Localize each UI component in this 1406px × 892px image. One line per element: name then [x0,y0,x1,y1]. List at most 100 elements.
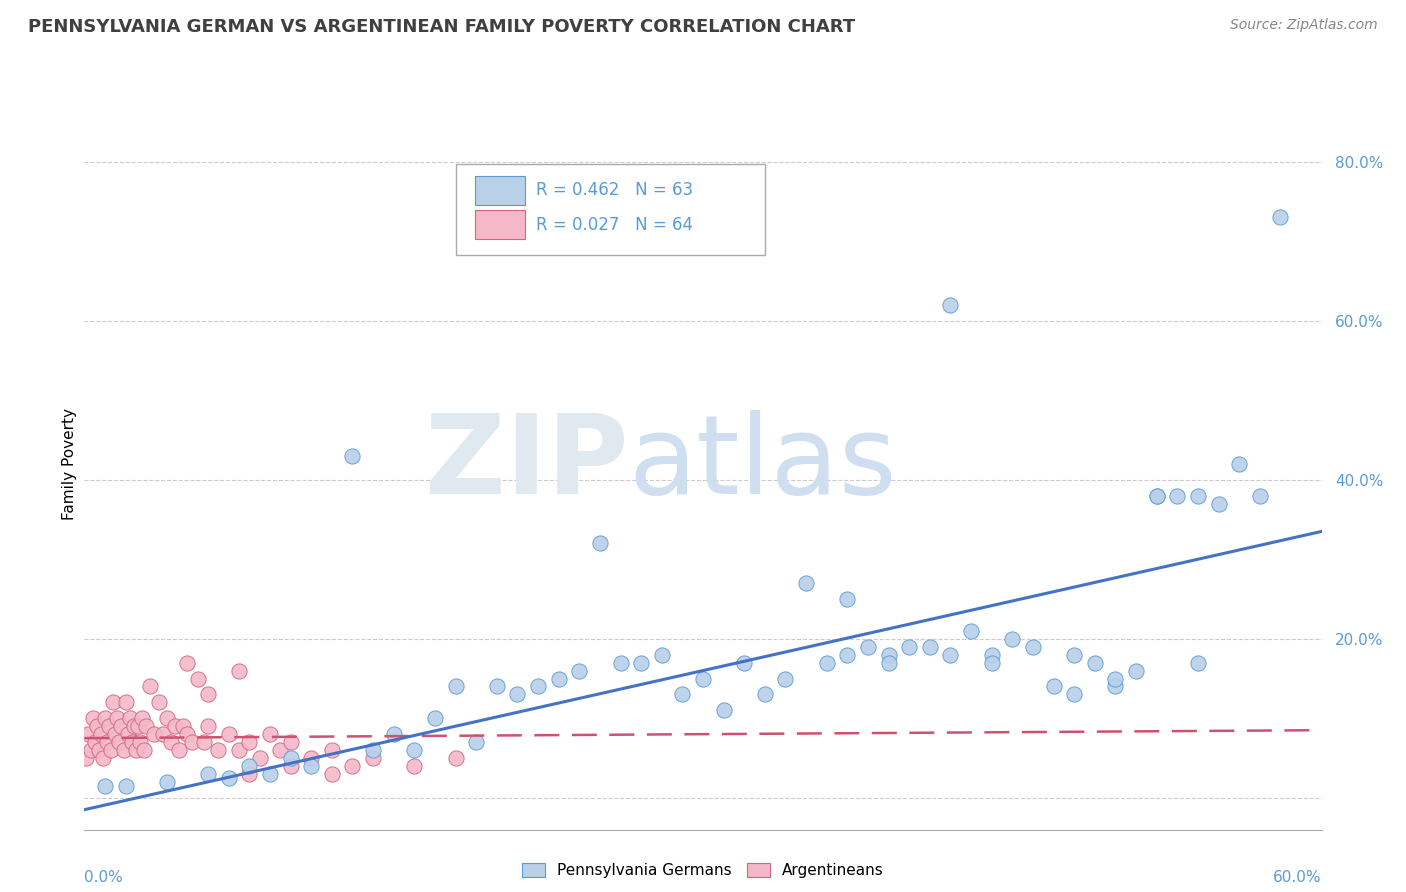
Point [506,687,529,701]
Point [960,624,983,638]
Point [79,743,101,757]
Point [259,727,281,741]
Point [218,771,240,785]
Point [1063,687,1085,701]
Point [856,640,879,654]
Point [152,727,174,741]
Point [83,735,105,749]
Point [90,727,112,741]
Point [671,687,693,701]
Point [342,449,364,463]
Point [172,719,194,733]
Point [94,711,117,725]
Point [121,735,143,749]
Point [1042,680,1064,694]
Point [96,735,118,749]
Text: Source: ZipAtlas.com: Source: ZipAtlas.com [1230,18,1378,32]
Point [238,735,260,749]
Point [94,779,117,793]
Point [589,536,612,550]
Point [775,672,797,686]
FancyBboxPatch shape [475,176,524,205]
Point [105,711,128,725]
FancyBboxPatch shape [475,210,524,239]
Point [280,751,302,765]
Point [193,735,215,749]
Point [754,687,776,701]
Point [1104,680,1126,694]
Point [104,727,127,741]
Point [465,735,488,749]
Point [103,695,125,709]
Point [815,656,838,670]
Point [280,759,302,773]
Point [180,735,202,749]
Point [117,727,139,741]
Point [423,711,446,725]
Point [176,727,198,741]
Point [1187,656,1209,670]
Point [165,719,187,733]
Point [129,735,152,749]
Point [1146,489,1168,503]
Point [527,680,550,694]
Point [342,759,364,773]
Point [269,743,291,757]
Point [238,767,260,781]
Point [228,743,250,757]
Point [361,743,384,757]
Point [1270,211,1292,225]
Point [122,719,145,733]
Point [108,735,131,749]
Point [1084,656,1107,670]
Point [143,727,166,741]
Point [259,767,281,781]
Point [404,759,426,773]
Point [156,775,179,789]
Point [939,648,962,662]
Point [980,648,1002,662]
Point [1249,489,1271,503]
Point [1187,489,1209,503]
Point [100,743,122,757]
Point [125,743,148,757]
Point [114,695,136,709]
Point [197,719,219,733]
Point [280,735,302,749]
Point [131,711,153,725]
Point [898,640,921,654]
Point [1125,664,1147,678]
Point [148,695,170,709]
Legend: Pennsylvania Germans, Argentineans: Pennsylvania Germans, Argentineans [516,857,890,884]
Point [692,672,714,686]
Point [1022,640,1045,654]
Point [98,719,121,733]
Point [382,727,405,741]
Text: atlas: atlas [628,410,897,517]
Point [187,672,209,686]
Point [82,711,104,725]
Point [86,719,108,733]
Point [238,759,260,773]
Point [139,680,162,694]
Y-axis label: Family Poverty: Family Poverty [62,408,77,520]
Point [837,648,859,662]
Point [1104,672,1126,686]
Point [75,751,97,765]
Point [1063,648,1085,662]
Text: ZIP: ZIP [426,410,628,517]
Text: R = 0.027   N = 64: R = 0.027 N = 64 [536,216,693,234]
Point [404,743,426,757]
Text: 0.0%: 0.0% [84,870,124,885]
Point [207,743,229,757]
Text: PENNSYLVANIA GERMAN VS ARGENTINEAN FAMILY POVERTY CORRELATION CHART: PENNSYLVANIA GERMAN VS ARGENTINEAN FAMIL… [28,18,855,36]
Point [980,656,1002,670]
Point [444,680,467,694]
Point [91,751,114,765]
Point [1001,632,1024,646]
Point [160,735,183,749]
Point [114,779,136,793]
Point [197,687,219,701]
Point [176,656,198,670]
Point [877,648,900,662]
